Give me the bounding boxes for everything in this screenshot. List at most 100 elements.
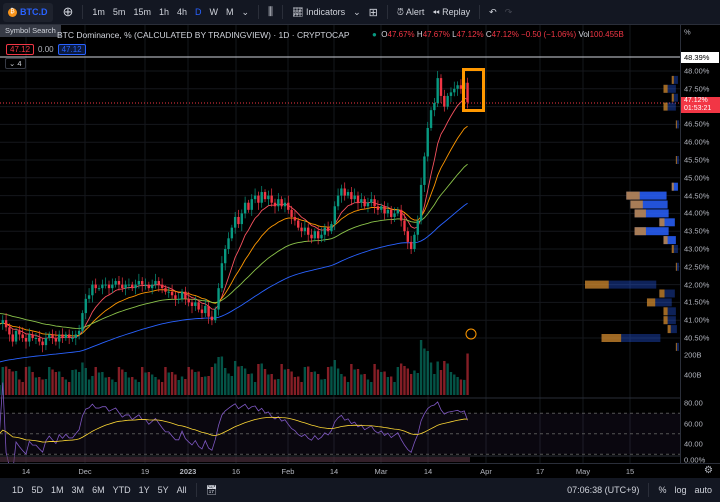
volume-bar <box>107 377 111 395</box>
change-value: −0.50 (−1.06%) <box>521 30 577 39</box>
volume-bar <box>390 376 393 395</box>
log-toggle[interactable]: log <box>674 485 687 495</box>
volume-bar <box>160 382 164 395</box>
candle-body <box>38 338 41 342</box>
volume-bar <box>207 376 210 395</box>
range-3m[interactable]: 3M <box>71 485 85 495</box>
candle-type-icon[interactable]: ⫼ <box>268 5 274 18</box>
auto-toggle[interactable]: auto <box>694 485 712 495</box>
time-axis[interactable]: ⚙︎ 14 Dec 19 2023 16 Feb 14 Mar 14 Apr 17 May 15 <box>0 463 720 478</box>
percent-toggle[interactable]: % <box>658 485 667 495</box>
alert-button[interactable]: ⏰︎ Alert <box>393 7 429 18</box>
candle-body <box>1 320 4 324</box>
volume-bar <box>429 362 433 395</box>
low-label: L <box>452 30 457 39</box>
volume-bar <box>174 374 177 395</box>
volume-bar <box>71 370 74 395</box>
volume-bar <box>18 379 21 395</box>
candle-body <box>313 231 317 239</box>
range-5d[interactable]: 5D <box>31 485 44 495</box>
range-ytd[interactable]: YTD <box>112 485 131 495</box>
volume-profile-bar-up <box>671 182 678 191</box>
volume-bar <box>396 367 400 395</box>
rsi-tick-label: 80.00 <box>684 398 703 408</box>
indicators-label: Indicators <box>306 6 346 17</box>
candle-body <box>386 209 390 214</box>
volume-bar <box>459 379 463 395</box>
candle-body <box>363 199 366 207</box>
volume-profile-bar-down <box>601 334 622 342</box>
volume-bar <box>243 368 247 395</box>
volume-bar <box>224 368 227 395</box>
volume-bar <box>24 367 28 395</box>
volume-bar <box>48 367 51 395</box>
lightning-event-icon <box>465 328 477 340</box>
highlight-rectangle[interactable] <box>462 68 485 112</box>
rsi-line <box>0 382 468 463</box>
volume-bar <box>14 371 18 395</box>
candle-body <box>419 184 423 221</box>
interval-m[interactable]: M <box>225 7 234 17</box>
volume-bar <box>346 382 350 395</box>
volume-profile-bar-down <box>630 200 643 209</box>
interval-w[interactable]: W <box>209 7 218 17</box>
volume-bar <box>67 382 71 395</box>
interval-1h[interactable]: 1h <box>158 7 169 17</box>
volume-bar <box>419 340 423 395</box>
volume-bar <box>227 373 230 395</box>
undo-icon[interactable]: ↶ <box>489 6 497 17</box>
go-to-date-icon[interactable]: 📅︎ <box>205 484 218 495</box>
range-1y[interactable]: 1Y <box>138 485 150 495</box>
volume-bar <box>267 374 270 395</box>
moving-average-line <box>0 163 468 329</box>
interval-5m[interactable]: 5m <box>112 7 126 17</box>
range-1d[interactable]: 1D <box>12 485 24 495</box>
volume-bar <box>114 382 117 395</box>
interval-1m[interactable]: 1m <box>92 7 105 17</box>
volume-bar <box>217 357 220 395</box>
chevron-down-icon[interactable]: ⌄ <box>353 6 361 17</box>
range-1m[interactable]: 1M <box>51 485 64 495</box>
plus-circle-icon[interactable]: ⊕ <box>62 4 74 19</box>
time-tick-label: 14 <box>21 467 31 476</box>
volume-profile-bar-up <box>585 280 657 289</box>
symbol-button[interactable]: ₿ BTC.D <box>3 2 53 22</box>
price-unit-label: % <box>684 27 691 37</box>
candle-body <box>97 288 101 290</box>
candle-body <box>416 220 419 235</box>
candle-body <box>396 209 400 214</box>
candle-body <box>270 195 273 203</box>
volume-bar <box>170 372 174 395</box>
volume-profile-bar-down <box>675 262 677 271</box>
volume-bar <box>81 362 84 395</box>
price-axis[interactable] <box>680 25 720 463</box>
chevron-down-icon[interactable]: ⌄ <box>241 6 250 17</box>
price-tick-label: 41.00% <box>684 315 710 325</box>
candle-body <box>323 227 326 235</box>
collapse-indicators-button[interactable]: ⌄ 4 <box>5 58 26 69</box>
candle-body <box>353 195 356 200</box>
volume-bar <box>51 369 54 395</box>
range-all[interactable]: All <box>176 485 187 495</box>
settings-gear-icon[interactable]: ⚙︎ <box>704 465 713 476</box>
interval-d[interactable]: D <box>194 7 202 17</box>
redo-icon[interactable]: ↷ <box>504 6 513 17</box>
volume-bar <box>300 382 303 395</box>
status-dot-icon: ● <box>372 30 377 39</box>
indicators-button[interactable]: 📈︎ Indicators <box>288 7 349 18</box>
range-6m[interactable]: 6M <box>92 485 105 495</box>
interval-4h[interactable]: 4h <box>176 7 187 17</box>
replay-button[interactable]: ⏪︎ Replay <box>428 7 474 18</box>
value-box-3: 47.12 <box>57 44 86 55</box>
interval-15m[interactable]: 15m <box>133 7 151 17</box>
open-value: 47.67% <box>387 30 415 39</box>
volume-bar <box>184 379 187 395</box>
alert-label: Alert <box>405 6 425 17</box>
candle-body <box>124 284 127 289</box>
candle-body <box>273 202 277 207</box>
price-chart[interactable] <box>0 25 720 463</box>
templates-grid-icon[interactable]: ⊞ <box>368 6 378 19</box>
range-5y[interactable]: 5Y <box>157 485 169 495</box>
candle-body <box>150 284 154 289</box>
divider <box>648 483 650 497</box>
